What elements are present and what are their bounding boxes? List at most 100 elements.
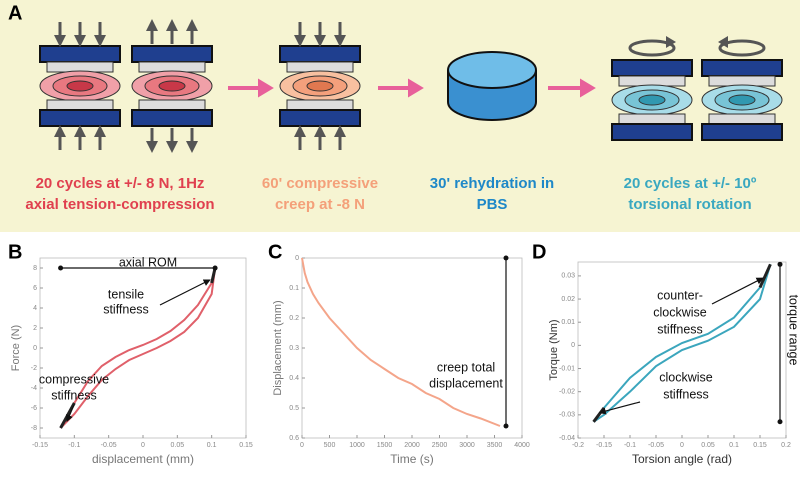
range-end xyxy=(503,255,509,261)
rotation-arrow xyxy=(718,39,766,57)
y-tick-label: 8 xyxy=(33,265,37,272)
x-tick-label: -0.2 xyxy=(572,442,584,449)
endplate xyxy=(46,99,114,111)
range-end xyxy=(58,265,64,271)
annotation: compressive xyxy=(39,372,109,386)
y-tick-label: 0.6 xyxy=(289,435,299,442)
x-axis-label: Time (s) xyxy=(390,452,434,466)
x-axis-label: displacement (mm) xyxy=(92,452,194,466)
annotation: stiffness xyxy=(657,322,703,336)
line-series xyxy=(592,263,772,423)
stiffness-segment xyxy=(210,267,217,284)
dish xyxy=(447,51,537,89)
line-series xyxy=(301,257,501,427)
x-tick-label: 0.1 xyxy=(729,442,739,449)
y-tick-label: -0.01 xyxy=(559,365,575,372)
x-tick-label: 0.05 xyxy=(171,442,185,449)
step-caption: axial tension-compression xyxy=(25,196,214,213)
plate xyxy=(701,123,783,141)
y-axis-label: Torque (Nm) xyxy=(548,319,560,380)
step-caption: 20 cycles at +/- 10º xyxy=(624,175,757,192)
plate xyxy=(279,45,361,63)
flow-arrow xyxy=(228,78,274,98)
x-tick-label: -0.05 xyxy=(101,442,117,449)
annotation: stiffness xyxy=(663,387,709,401)
annotation: clockwise xyxy=(653,305,707,319)
y-tick-label: 4 xyxy=(33,305,37,312)
y-tick-label: -4 xyxy=(31,385,37,392)
step-caption: 20 cycles at +/- 8 N, 1Hz xyxy=(36,175,205,192)
pointer xyxy=(711,277,764,305)
y-tick-label: -6 xyxy=(31,405,37,412)
plate xyxy=(131,109,213,127)
x-tick-label: 0.05 xyxy=(701,442,715,449)
range-end xyxy=(212,265,218,271)
y-tick-label: 2 xyxy=(33,325,37,332)
pointer xyxy=(159,279,211,306)
y-axis-label: Displacement (mm) xyxy=(272,300,284,395)
x-tick-label: 4000 xyxy=(514,442,530,449)
flow-arrow xyxy=(548,78,596,98)
y-tick-label: 0.3 xyxy=(289,345,299,352)
y-tick-label: 6 xyxy=(33,285,37,292)
y-tick-label: 0 xyxy=(571,342,575,349)
y-tick-label: 0.5 xyxy=(289,405,299,412)
step-caption: PBS xyxy=(477,196,508,213)
x-tick-label: 0.15 xyxy=(753,442,767,449)
y-tick-label: -8 xyxy=(31,425,37,432)
y-tick-label: 0.2 xyxy=(289,315,299,322)
rotation-arrow xyxy=(666,36,676,48)
pointer xyxy=(598,401,641,415)
x-tick-label: 1500 xyxy=(377,442,393,449)
nucleus xyxy=(66,80,94,92)
y-tick-label: 0.01 xyxy=(561,319,575,326)
step-caption: torsional rotation xyxy=(628,196,751,213)
panel-label: C xyxy=(268,241,282,263)
y-tick-label: -0.04 xyxy=(559,435,575,442)
rotation-arrow xyxy=(628,39,676,57)
endplate xyxy=(138,99,206,111)
line-series xyxy=(59,267,217,429)
x-tick-label: -0.15 xyxy=(596,442,612,449)
annotation: creep total xyxy=(437,360,495,374)
range-end xyxy=(503,423,509,429)
y-tick-label: -0.02 xyxy=(559,389,575,396)
annotation: axial ROM xyxy=(119,255,177,269)
annotation: displacement xyxy=(429,376,503,390)
y-tick-label: -0.03 xyxy=(559,412,575,419)
y-tick-label: 0.1 xyxy=(289,285,299,292)
y-tick-label: 0.02 xyxy=(561,296,575,303)
x-tick-label: 1000 xyxy=(349,442,365,449)
range-end xyxy=(777,419,783,425)
endplate xyxy=(708,113,776,125)
nucleus xyxy=(728,94,756,106)
x-tick-label: 500 xyxy=(324,442,336,449)
x-tick-label: 0 xyxy=(680,442,684,449)
plate xyxy=(131,45,213,63)
y-tick-label: -2 xyxy=(31,365,37,372)
x-tick-label: 2500 xyxy=(432,442,448,449)
panel-label: A xyxy=(8,2,22,24)
diagram xyxy=(39,19,783,153)
x-tick-label: -0.1 xyxy=(68,442,80,449)
x-tick-label: -0.15 xyxy=(32,442,48,449)
x-axis-label: Torsion angle (rad) xyxy=(632,452,732,466)
nucleus xyxy=(638,94,666,106)
range-end xyxy=(777,261,783,267)
line-series xyxy=(593,264,772,423)
step-caption: 60' compressive xyxy=(262,175,378,192)
x-tick-label: -0.1 xyxy=(624,442,636,449)
annotation: torque range xyxy=(787,295,800,366)
annotation: tensile xyxy=(108,287,144,301)
plot-area xyxy=(301,257,523,439)
annotation: stiffness xyxy=(51,388,97,402)
annotation: stiffness xyxy=(103,302,149,316)
y-tick-label: 0 xyxy=(33,345,37,352)
x-tick-label: 3500 xyxy=(487,442,503,449)
line-series xyxy=(59,267,217,429)
plate xyxy=(611,59,693,77)
endplate xyxy=(286,99,354,111)
y-tick-label: 0.4 xyxy=(289,375,299,382)
x-tick-label: 0 xyxy=(141,442,145,449)
nucleus xyxy=(306,80,334,92)
